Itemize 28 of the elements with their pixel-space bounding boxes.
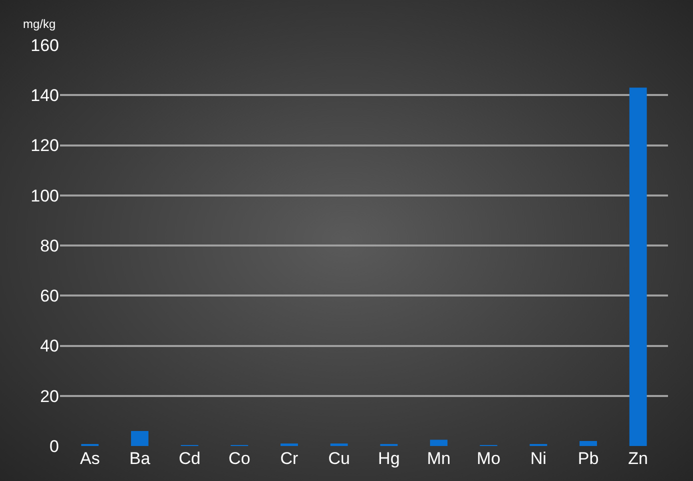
y-tick-label: 0 xyxy=(50,436,59,456)
bar xyxy=(330,443,348,446)
y-axis-title: mg/kg xyxy=(23,17,56,31)
bar xyxy=(131,430,148,446)
y-tick-label: 160 xyxy=(30,36,59,55)
y-tick-label: 20 xyxy=(40,386,59,406)
y-tick-label: 120 xyxy=(30,136,59,156)
x-tick-label: Cd xyxy=(178,449,200,468)
x-tick-label: Pb xyxy=(578,449,599,468)
x-tick-label: Hg xyxy=(378,449,400,468)
bar xyxy=(430,440,448,446)
bar xyxy=(280,443,298,446)
x-tick-label: Cr xyxy=(280,449,299,468)
x-tick-label: Mo xyxy=(476,449,500,468)
x-tick-label: As xyxy=(80,449,100,468)
y-tick-label: 100 xyxy=(30,186,59,206)
y-tick-label: 60 xyxy=(40,286,59,306)
x-tick-label: Ni xyxy=(530,449,546,468)
bar xyxy=(629,88,647,446)
y-tick-label: 140 xyxy=(30,86,59,106)
x-tick-label: Cu xyxy=(328,449,350,468)
y-tick-label: 80 xyxy=(40,236,59,256)
x-tick-label: Mn xyxy=(426,449,451,468)
x-tick-label: Ba xyxy=(129,449,151,468)
y-tick-label: 40 xyxy=(40,336,59,356)
bar xyxy=(580,440,597,446)
x-tick-label: Zn xyxy=(628,449,648,468)
x-tick-label: Co xyxy=(228,449,250,468)
